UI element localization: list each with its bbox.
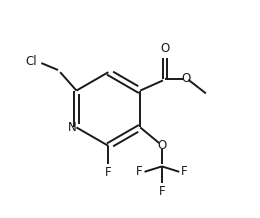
Text: F: F [181,165,187,178]
Text: O: O [157,139,166,152]
Text: F: F [136,165,143,178]
Text: F: F [159,185,165,198]
Text: F: F [105,166,112,179]
Text: O: O [160,43,170,56]
Text: Cl: Cl [26,55,37,68]
Text: O: O [181,72,190,85]
Text: N: N [68,121,77,134]
